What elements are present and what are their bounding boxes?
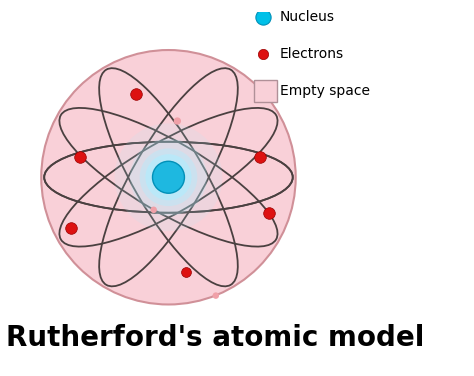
Point	[67, 224, 74, 230]
Point	[265, 210, 273, 216]
Circle shape	[140, 149, 197, 206]
Point	[182, 269, 190, 275]
Text: Empty space: Empty space	[280, 84, 370, 98]
Point	[256, 153, 264, 159]
Text: Electrons: Electrons	[280, 47, 344, 61]
Circle shape	[146, 154, 191, 200]
Text: Rutherford's atomic model: Rutherford's atomic model	[6, 324, 424, 352]
Point	[259, 51, 267, 57]
Circle shape	[153, 161, 184, 193]
Point	[150, 207, 157, 213]
Circle shape	[115, 123, 222, 231]
Circle shape	[130, 139, 207, 216]
FancyBboxPatch shape	[254, 80, 277, 102]
Point	[132, 91, 140, 97]
Circle shape	[41, 50, 296, 305]
Point	[76, 153, 83, 159]
Text: Nucleus: Nucleus	[280, 11, 335, 24]
Point	[173, 118, 181, 124]
Point	[212, 293, 219, 299]
Point	[259, 14, 267, 20]
